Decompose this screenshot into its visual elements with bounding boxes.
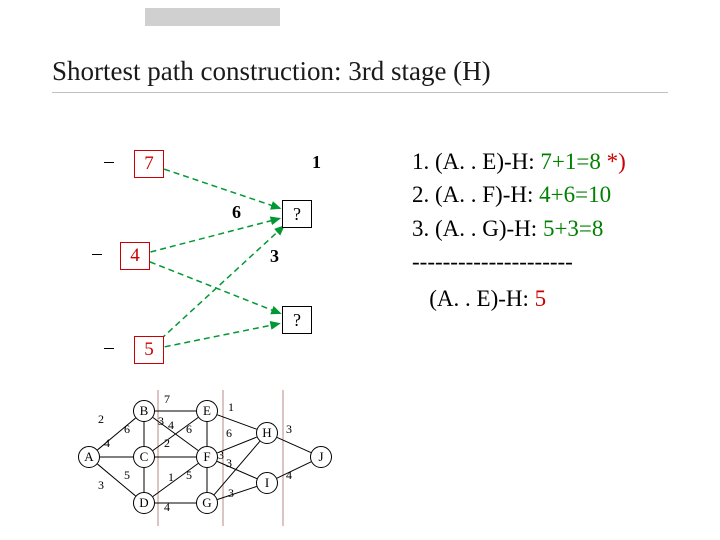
- step-marker: *): [607, 149, 626, 174]
- step-calc: 5+3=8: [543, 216, 603, 241]
- ref-edge-weight: 3: [286, 422, 292, 437]
- ref-edge-weight: 4: [286, 468, 292, 483]
- step-prefix: 3. (A. . G)-H:: [412, 216, 543, 241]
- ref-node-I: I: [256, 472, 278, 494]
- result-prefix: (A. . E)-H:: [412, 286, 535, 311]
- tick-mark: [92, 254, 102, 255]
- ref-node-G: G: [196, 492, 218, 514]
- stage-graph: 7 4 5?? 1 6 3: [60, 122, 400, 382]
- ref-node-A: A: [78, 446, 100, 468]
- ref-node-E: E: [196, 400, 218, 422]
- ref-edge-weight: 1: [228, 400, 234, 415]
- graph-node-4: 4: [120, 242, 150, 270]
- ref-edge-weight: 2: [164, 436, 170, 451]
- edge-weight: 6: [232, 202, 241, 223]
- step-prefix: 2. (A. . F)-H:: [412, 182, 539, 207]
- computation-steps: 1. (A. . E)-H: 7+1=8 *) 2. (A. . F)-H: 4…: [412, 145, 626, 316]
- ref-edge-weight: 3: [218, 448, 224, 463]
- ref-edge-weight: 3: [228, 486, 234, 501]
- page-title: Shortest path construction: 3rd stage (H…: [52, 56, 491, 87]
- ref-edge-weight: 5: [186, 468, 192, 483]
- ref-edge-weight: 1: [168, 470, 174, 485]
- result: (A. . E)-H: 5: [412, 282, 626, 315]
- tick-mark: [104, 162, 114, 163]
- step-1: 1. (A. . E)-H: 7+1=8 *): [412, 145, 626, 178]
- graph-node-7: 7: [134, 150, 164, 178]
- graph-node-5: 5: [134, 336, 164, 364]
- ref-edge-weight: 5: [124, 468, 130, 483]
- ref-edge-weight: 6: [124, 422, 130, 437]
- graph-node-unknown: ?: [282, 200, 312, 228]
- graph-node-unknown: ?: [282, 306, 312, 334]
- header-decoration: [145, 8, 280, 26]
- ref-node-B: B: [133, 400, 155, 422]
- step-prefix: 1. (A. . E)-H:: [412, 149, 540, 174]
- ref-edge-weight: 3: [98, 478, 104, 493]
- tick-mark: [104, 348, 114, 349]
- ref-node-F: F: [196, 446, 218, 468]
- ref-edge-weight: 6: [226, 426, 232, 441]
- graph-edges: [60, 122, 400, 382]
- ref-edge-weight: 4: [104, 436, 110, 451]
- edge-weight: 1: [312, 152, 321, 173]
- step-3: 3. (A. . G)-H: 5+3=8: [412, 212, 626, 245]
- edge-weight: 3: [270, 246, 279, 267]
- ref-edge-weight: 4: [164, 500, 170, 515]
- result-value: 5: [535, 286, 547, 311]
- ref-edge-weight: 3: [226, 456, 232, 471]
- step-calc: 7+1=8: [540, 149, 606, 174]
- separator: ---------------------: [412, 245, 626, 278]
- ref-node-H: H: [256, 422, 278, 444]
- title-underline: [52, 92, 668, 93]
- ref-node-D: D: [133, 492, 155, 514]
- ref-edge-weight: 2: [98, 412, 104, 427]
- step-calc: 4+6=10: [539, 182, 611, 207]
- ref-edge-weight: 7: [164, 392, 170, 407]
- reference-graph: ABCDEFGHIJ24374625314166353334: [78, 390, 338, 526]
- ref-node-J: J: [310, 446, 332, 468]
- ref-edge-weight: 6: [186, 422, 192, 437]
- step-2: 2. (A. . F)-H: 4+6=10: [412, 178, 626, 211]
- ref-edge-weight: 4: [168, 418, 174, 433]
- ref-node-C: C: [133, 446, 155, 468]
- ref-edge-weight: 3: [158, 414, 164, 429]
